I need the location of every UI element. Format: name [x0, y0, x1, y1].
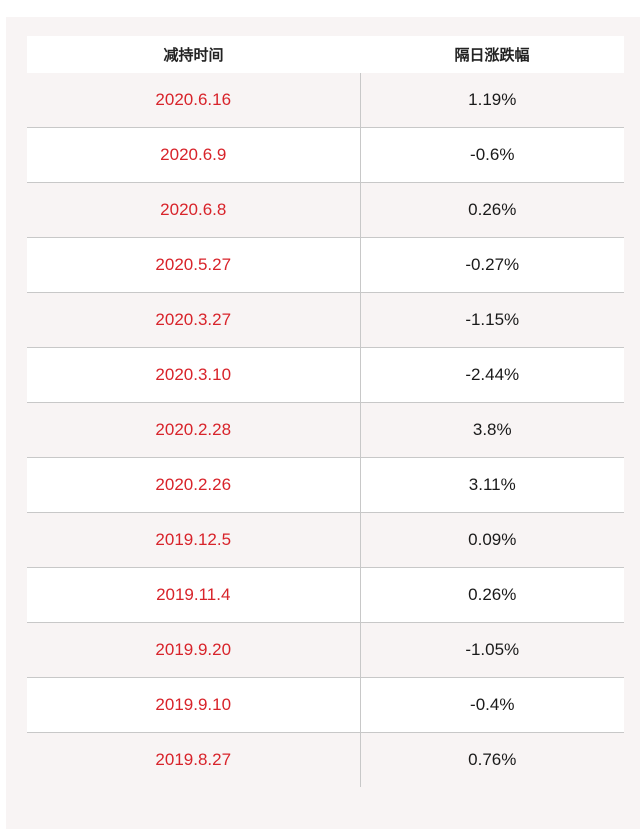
reduction-table: 减持时间 隔日涨跌幅 2020.6.16 1.19% 2020.6.9 -0.6% 20…: [27, 36, 624, 787]
next-day-change-cell: -1.05%: [360, 622, 624, 678]
table-row: 2020.3.10 -2.44%: [27, 347, 624, 403]
table-row: 2020.6.16 1.19%: [27, 73, 624, 128]
reduction-date-cell: 2020.2.28: [27, 402, 361, 458]
next-day-change-cell: 3.11%: [360, 457, 624, 513]
reduction-date-cell: 2020.6.9: [27, 127, 361, 183]
header-reduction-date: 减持时间: [27, 36, 360, 73]
table-row: 2020.6.9 -0.6%: [27, 127, 624, 183]
reduction-date-cell: 2019.9.20: [27, 622, 361, 678]
next-day-change-cell: -2.44%: [360, 347, 624, 403]
table-row: 2020.6.8 0.26%: [27, 182, 624, 238]
next-day-change-cell: 0.09%: [360, 512, 624, 568]
table-row: 2019.8.27 0.76%: [27, 732, 624, 787]
table-row: 2020.2.26 3.11%: [27, 457, 624, 513]
reduction-date-cell: 2020.6.8: [27, 182, 361, 238]
reduction-date-cell: 2020.6.16: [27, 73, 361, 128]
next-day-change-cell: 0.76%: [360, 732, 624, 787]
reduction-date-cell: 2020.2.26: [27, 457, 361, 513]
next-day-change-cell: 0.26%: [360, 182, 624, 238]
next-day-change-cell: 3.8%: [360, 402, 624, 458]
table-row: 2020.2.28 3.8%: [27, 402, 624, 458]
next-day-change-cell: 0.26%: [360, 567, 624, 623]
table-header-row: 减持时间 隔日涨跌幅: [27, 36, 624, 73]
header-next-day-change: 隔日涨跌幅: [360, 36, 624, 73]
reduction-date-cell: 2020.3.10: [27, 347, 361, 403]
reduction-date-cell: 2019.12.5: [27, 512, 361, 568]
next-day-change-cell: 1.19%: [360, 73, 624, 128]
next-day-change-cell: -0.27%: [360, 237, 624, 293]
table-row: 2020.3.27 -1.15%: [27, 292, 624, 348]
next-day-change-cell: -1.15%: [360, 292, 624, 348]
reduction-date-cell: 2020.5.27: [27, 237, 361, 293]
reduction-date-cell: 2019.9.10: [27, 677, 361, 733]
table-row: 2019.11.4 0.26%: [27, 567, 624, 623]
table-row: 2020.5.27 -0.27%: [27, 237, 624, 293]
table-row: 2019.12.5 0.09%: [27, 512, 624, 568]
table-row: 2019.9.10 -0.4%: [27, 677, 624, 733]
table-row: 2019.9.20 -1.05%: [27, 622, 624, 678]
reduction-date-cell: 2019.8.27: [27, 732, 361, 787]
next-day-change-cell: -0.6%: [360, 127, 624, 183]
reduction-date-cell: 2020.3.27: [27, 292, 361, 348]
reduction-date-cell: 2019.11.4: [27, 567, 361, 623]
next-day-change-cell: -0.4%: [360, 677, 624, 733]
